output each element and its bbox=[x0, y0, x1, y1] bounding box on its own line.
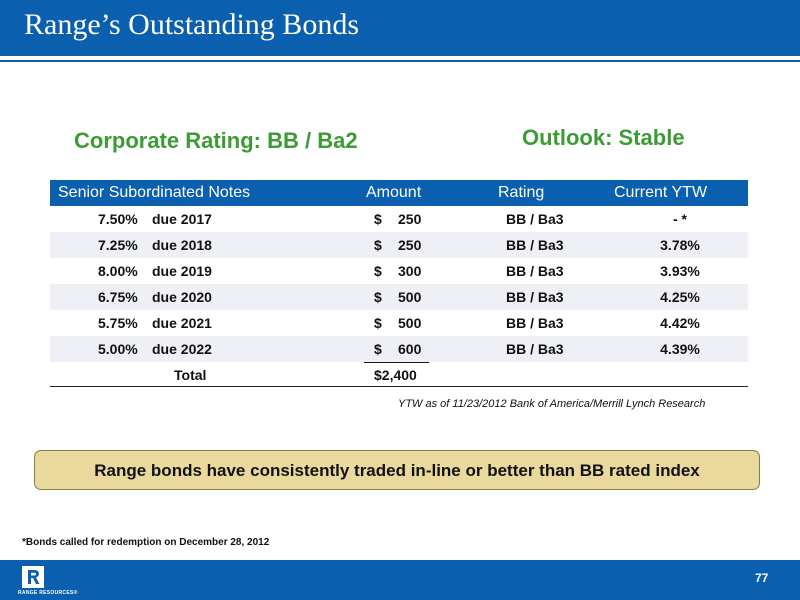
amount-underline bbox=[364, 362, 429, 363]
currency-symbol: $ bbox=[374, 237, 382, 253]
table-row: 5.00% due 2022 $ 600 BB / Ba3 4.39% bbox=[50, 336, 748, 362]
rating: BB / Ba3 bbox=[506, 263, 564, 279]
column-header-ytw: Current YTW bbox=[614, 184, 708, 201]
currency-symbol: $ bbox=[374, 341, 382, 357]
amount: 300 bbox=[398, 263, 422, 279]
rating: BB / Ba3 bbox=[506, 211, 564, 227]
current-ytw: 4.25% bbox=[660, 289, 700, 305]
current-ytw: 3.93% bbox=[660, 263, 700, 279]
footnote: *Bonds called for redemption on December… bbox=[22, 537, 270, 548]
logo-text: RANGE RESOURCES® bbox=[18, 590, 78, 596]
current-ytw: 4.39% bbox=[660, 341, 700, 357]
outlook: Outlook: Stable bbox=[522, 125, 685, 150]
total-label: Total bbox=[174, 367, 207, 383]
currency-symbol: $ bbox=[374, 315, 382, 331]
rating: BB / Ba3 bbox=[506, 315, 564, 331]
corporate-rating: Corporate Rating: BB / Ba2 bbox=[74, 128, 358, 153]
maturity: due 2017 bbox=[152, 211, 212, 227]
maturity: due 2018 bbox=[152, 237, 212, 253]
range-resources-logo: RANGE RESOURCES® bbox=[18, 566, 78, 598]
coupon-rate: 5.00% bbox=[98, 341, 138, 357]
maturity: due 2022 bbox=[152, 341, 212, 357]
currency-symbol: $ bbox=[374, 211, 382, 227]
table-header: Senior Subordinated Notes Amount Rating … bbox=[50, 180, 748, 206]
column-header-notes: Senior Subordinated Notes bbox=[58, 184, 251, 201]
currency-symbol: $ bbox=[374, 289, 382, 305]
source-note: YTW as of 11/23/2012 Bank of America/Mer… bbox=[398, 398, 706, 410]
amount: 600 bbox=[398, 341, 422, 357]
coupon-rate: 5.75% bbox=[98, 315, 138, 331]
callout-text: Range bonds have consistently traded in-… bbox=[94, 461, 700, 480]
table-row: 5.75% due 2021 $ 500 BB / Ba3 4.42% bbox=[50, 310, 748, 336]
coupon-rate: 8.00% bbox=[98, 263, 138, 279]
amount: 500 bbox=[398, 315, 422, 331]
amount: 250 bbox=[398, 211, 422, 227]
column-header-amount: Amount bbox=[366, 184, 422, 201]
table-row: 6.75% due 2020 $ 500 BB / Ba3 4.25% bbox=[50, 284, 748, 310]
rating: BB / Ba3 bbox=[506, 341, 564, 357]
maturity: due 2021 bbox=[152, 315, 212, 331]
callout-box: Range bonds have consistently traded in-… bbox=[34, 450, 760, 490]
page-title: Range’s Outstanding Bonds bbox=[24, 8, 359, 41]
header-rule bbox=[0, 60, 800, 62]
amount: 250 bbox=[398, 237, 422, 253]
rating: BB / Ba3 bbox=[506, 289, 564, 305]
table-row: 7.50% due 2017 $ 250 BB / Ba3 - * bbox=[50, 206, 748, 232]
total-rule bbox=[50, 386, 748, 387]
maturity: due 2020 bbox=[152, 289, 212, 305]
coupon-rate: 6.75% bbox=[98, 289, 138, 305]
amount: 500 bbox=[398, 289, 422, 305]
maturity: due 2019 bbox=[152, 263, 212, 279]
total-amount: $2,400 bbox=[374, 367, 417, 383]
currency-symbol: $ bbox=[374, 263, 382, 279]
range-resources-logo-icon bbox=[22, 566, 44, 588]
column-header-rating: Rating bbox=[498, 184, 545, 201]
footer-bar: RANGE RESOURCES® 77 bbox=[0, 560, 800, 600]
rating: BB / Ba3 bbox=[506, 237, 564, 253]
page-number: 77 bbox=[755, 571, 769, 585]
coupon-rate: 7.50% bbox=[98, 211, 138, 227]
table-row: 7.25% due 2018 $ 250 BB / Ba3 3.78% bbox=[50, 232, 748, 258]
table-row: 8.00% due 2019 $ 300 BB / Ba3 3.93% bbox=[50, 258, 748, 284]
coupon-rate: 7.25% bbox=[98, 237, 138, 253]
total-row: Total $2,400 bbox=[50, 362, 748, 388]
current-ytw: 4.42% bbox=[660, 315, 700, 331]
header-bar: Range’s Outstanding Bonds bbox=[0, 0, 800, 56]
current-ytw: - * bbox=[673, 211, 687, 227]
current-ytw: 3.78% bbox=[660, 237, 700, 253]
